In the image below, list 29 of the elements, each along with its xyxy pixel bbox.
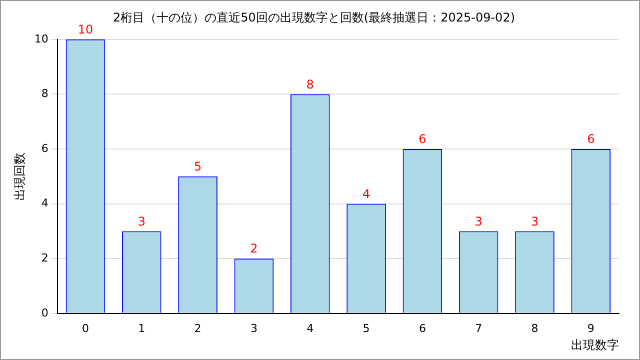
y-tick-label: 2 [41,251,48,264]
x-tick-label: 6 [418,322,426,335]
data-label: 8 [306,77,314,92]
y-axis-title: 出現回数 [12,152,26,200]
data-label: 3 [474,214,482,228]
data-label: 3 [138,214,146,228]
x-tick-label: 3 [250,322,258,335]
x-tick-label: 0 [82,322,89,335]
y-tick-label: 8 [41,87,48,100]
x-tick-label: 7 [475,322,482,335]
x-tick-label: 1 [138,322,146,335]
y-tick-label: 6 [41,142,48,155]
x-tick-label: 4 [306,322,314,335]
x-tick-label: 2 [194,322,202,335]
data-label: 2 [250,242,258,256]
y-tick-label: 10 [34,32,48,46]
y-tick-label: 0 [41,306,48,320]
x-tick-label: 8 [531,322,538,335]
x-tick-label: 5 [362,322,370,335]
chart-title: 2桁目（十の位）の直近50回の出現数字と回数(最終抽選日：2025-09-02) [112,10,516,24]
x-axis-title: 出現数字 [571,338,619,352]
x-tick-label: 9 [587,322,594,335]
data-label: 4 [362,186,370,201]
data-label: 10 [78,22,94,37]
data-label: 6 [587,132,595,146]
data-label: 5 [194,160,202,174]
y-tick-label: 4 [41,196,48,210]
data-label: 6 [418,132,426,146]
data-label: 3 [530,214,539,228]
